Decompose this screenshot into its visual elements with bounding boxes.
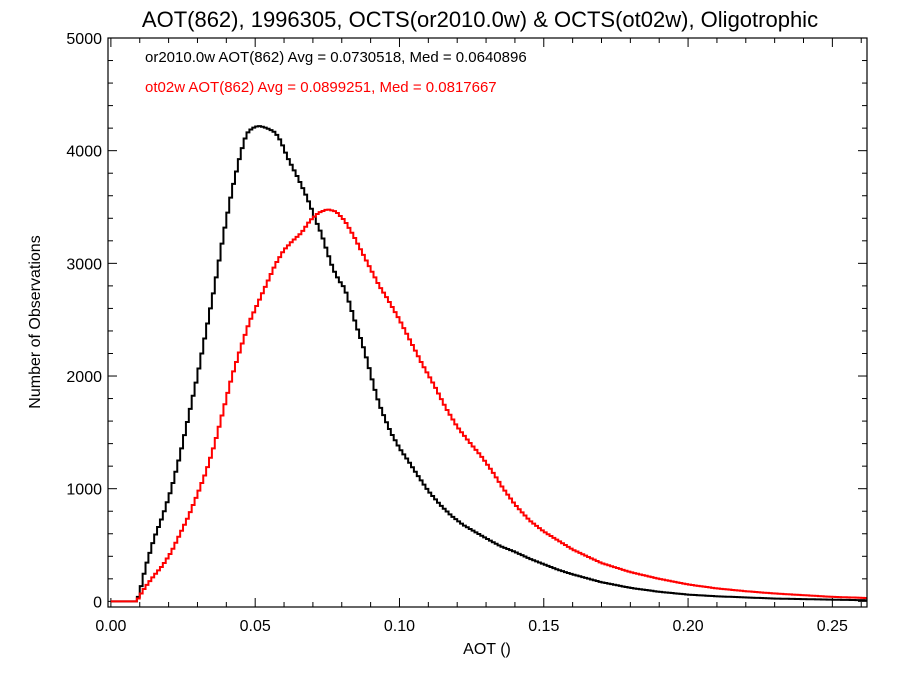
plot-frame bbox=[107, 37, 868, 608]
y-tick-label: 4000 bbox=[66, 144, 102, 161]
chart-title: AOT(862), 1996305, OCTS(or2010.0w) & OCT… bbox=[142, 7, 818, 32]
x-tick-label: 0.00 bbox=[95, 618, 126, 635]
y-tick-label: 2000 bbox=[66, 369, 102, 386]
x-tick-label: 0.15 bbox=[528, 618, 559, 635]
y-tick-label: 5000 bbox=[66, 31, 102, 48]
x-tick-label: 0.05 bbox=[240, 618, 271, 635]
x-tick-label: 0.10 bbox=[384, 618, 415, 635]
x-tick-label: 0.20 bbox=[673, 618, 704, 635]
x-tick-label: 0.25 bbox=[817, 618, 848, 635]
y-tick-label: 3000 bbox=[66, 256, 102, 273]
legend-entry-or2010: or2010.0w AOT(862) Avg = 0.0730518, Med … bbox=[145, 49, 527, 66]
series-layer bbox=[110, 125, 867, 603]
y-tick-label: 0 bbox=[93, 594, 102, 611]
series-line-or2010 bbox=[110, 125, 867, 603]
y-tick-label: 1000 bbox=[66, 482, 102, 499]
axis-ticks: 0.00 0.05 0.10 0.15 0.20 0.25 0 1000 2000 3000 400… bbox=[66, 31, 867, 635]
series-line-ot02w bbox=[110, 208, 867, 603]
legend-entry-ot02w: ot02w AOT(862) Avg = 0.0899251, Med = 0.… bbox=[145, 79, 497, 96]
x-axis-label: AOT () bbox=[463, 641, 511, 658]
y-axis-label: Number of Observations bbox=[27, 235, 44, 408]
